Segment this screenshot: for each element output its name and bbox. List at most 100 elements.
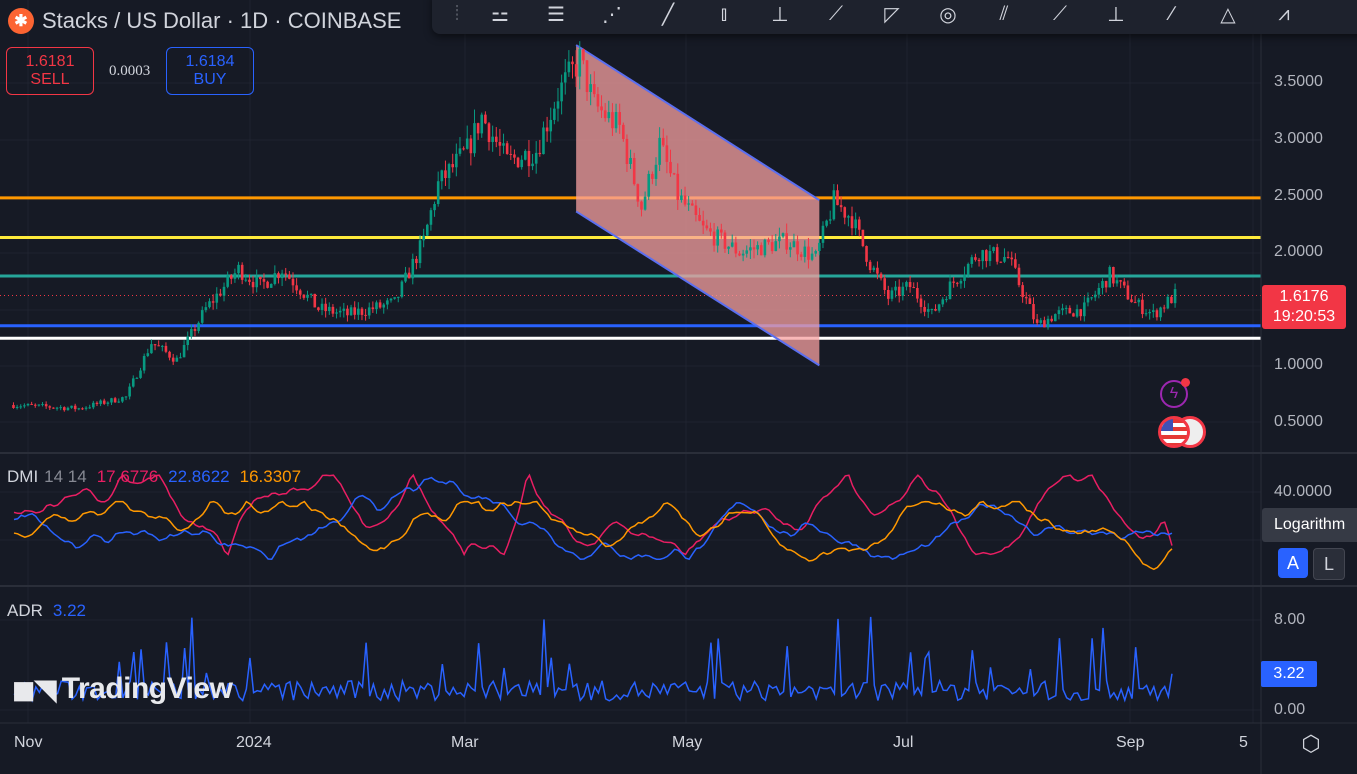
fib-fan-icon[interactable]: ◸ (884, 3, 900, 26)
candle (934, 308, 937, 311)
log-scale-button[interactable]: L (1313, 548, 1345, 580)
candle (211, 301, 215, 303)
dmi-pane (13, 473, 1173, 571)
candle (400, 281, 404, 297)
candle (338, 310, 342, 313)
price-range-icon[interactable]: ⟋ (829, 2, 843, 25)
candle (542, 127, 545, 155)
candle (360, 308, 364, 315)
candle (393, 297, 396, 299)
lightning-event-icon[interactable]: ϟ (1160, 380, 1188, 408)
time-axis-tick: 2024 (236, 734, 272, 751)
parallel-channel-icon[interactable]: ☰ (547, 3, 565, 26)
candle (484, 114, 487, 124)
candle (433, 204, 436, 211)
sell-button[interactable]: 1.6181 SELL (6, 47, 94, 95)
candle (894, 286, 897, 291)
candle (179, 357, 182, 359)
candle (59, 407, 62, 409)
candle (618, 112, 621, 125)
candle (872, 267, 876, 271)
candle (411, 258, 415, 279)
candle (33, 404, 37, 406)
auto-scale-button[interactable]: A (1278, 548, 1308, 578)
candle (240, 264, 244, 280)
candle (629, 157, 632, 165)
us-flag-event-icon[interactable] (1158, 416, 1190, 448)
candle (1010, 257, 1014, 260)
drag-handle-icon[interactable]: ⁞ (454, 2, 460, 25)
candle (1083, 302, 1086, 317)
candle (291, 278, 295, 286)
candle (288, 274, 291, 279)
buy-label: BUY (193, 71, 227, 88)
candle (876, 267, 879, 274)
candle (941, 299, 945, 305)
adr-legend[interactable]: ADR 3.22 (7, 601, 86, 621)
candle (850, 216, 854, 229)
candle (1090, 297, 1093, 299)
candle (295, 285, 298, 291)
dmi-legend[interactable]: DMI 14 14 17.6776 22.8622 16.3307 (7, 467, 301, 487)
candle (1050, 318, 1053, 322)
candle (574, 64, 578, 77)
candle (992, 247, 995, 252)
candle (327, 306, 331, 312)
candle (1068, 307, 1072, 314)
candle (669, 161, 672, 174)
price-axis-tick: 2.0000 (1274, 243, 1323, 261)
candle (19, 406, 23, 408)
candle (640, 201, 643, 210)
candle (879, 273, 883, 279)
candle (407, 272, 411, 279)
symbol-header[interactable]: ✱ Stacks / US Dollar · 1D · COINBASE (8, 8, 401, 34)
vertical-line-icon[interactable]: ⊥ (771, 3, 789, 26)
candle (469, 138, 473, 154)
buy-button[interactable]: 1.6184 BUY (166, 47, 254, 95)
candle (298, 290, 302, 295)
candle (607, 112, 611, 119)
candle (302, 294, 306, 298)
candle (396, 296, 400, 298)
candle (908, 282, 912, 288)
candle (582, 49, 585, 61)
adr-line (13, 616, 1173, 703)
candle (1035, 319, 1039, 323)
candle (857, 219, 861, 230)
candle (349, 307, 353, 316)
long-position-icon[interactable]: ⫾ (720, 2, 728, 25)
candle (955, 282, 959, 284)
settings-gear-icon[interactable]: ⬡ (1301, 731, 1321, 756)
candle (654, 164, 658, 179)
candle (44, 404, 48, 407)
candle (916, 287, 919, 299)
candle (712, 231, 716, 246)
candle (128, 386, 131, 397)
pitchfork-icon[interactable]: ⋰ (602, 3, 622, 26)
candle (1053, 314, 1057, 322)
candle (959, 280, 963, 284)
candle (429, 210, 433, 225)
candle (999, 261, 1003, 263)
trend-angle-icon[interactable]: ⟋ (1053, 2, 1067, 25)
candle (186, 336, 190, 346)
triangle-pattern-icon[interactable]: △ (1220, 3, 1236, 26)
grid (0, 0, 1261, 723)
candle (277, 273, 280, 279)
fib-channel-icon[interactable]: ⫽ (999, 2, 1009, 25)
anchored-vwap-icon[interactable]: ⊥ (1107, 3, 1125, 26)
candle (458, 148, 462, 154)
candle (847, 216, 850, 218)
candle (259, 276, 262, 280)
fib-circle-icon[interactable]: ◎ (939, 3, 957, 26)
candle (966, 263, 970, 275)
abcd-pattern-icon[interactable]: ⩘ (1278, 2, 1290, 25)
candle (426, 224, 429, 236)
ray-icon[interactable]: ∕ (1170, 2, 1174, 25)
trend-line-icon[interactable]: ╱ (661, 3, 675, 26)
drawing-toolbar: ⁞ ⚍ ☰ ⋰ ╱ ⫾ ⊥ ⟋ ◸ ◎ ⫽ ⟋ ⊥ ∕ △ ⩘ (432, 0, 1357, 34)
candle (661, 137, 665, 146)
regression-trend-icon[interactable]: ⚍ (491, 3, 509, 26)
candle (828, 219, 832, 221)
